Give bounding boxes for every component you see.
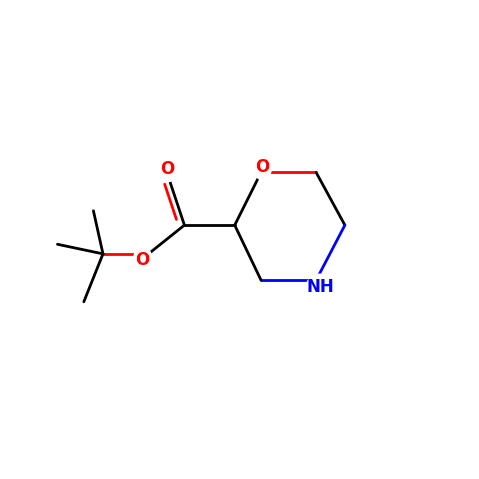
Ellipse shape <box>134 246 152 273</box>
Ellipse shape <box>159 155 177 182</box>
Ellipse shape <box>306 274 334 301</box>
Text: NH: NH <box>306 278 334 297</box>
Text: O: O <box>160 160 175 178</box>
Text: O: O <box>255 158 270 176</box>
Text: O: O <box>136 251 150 269</box>
Ellipse shape <box>253 153 272 180</box>
